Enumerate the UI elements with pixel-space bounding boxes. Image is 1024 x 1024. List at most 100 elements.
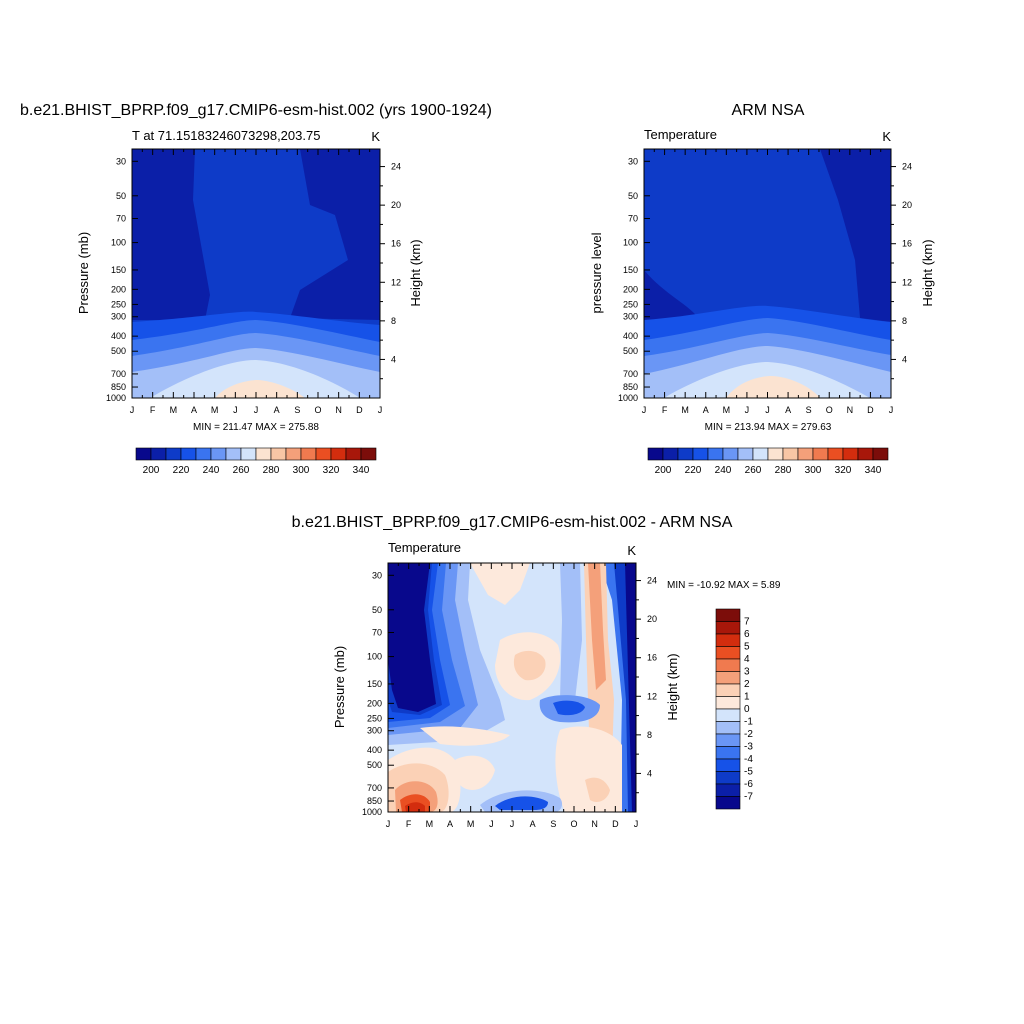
panel-obs-ylabel-right: Height (km)	[920, 239, 935, 306]
colorbar-label: -6	[744, 779, 753, 790]
y-tick-label: 850	[367, 796, 382, 806]
colorbar-label: 340	[865, 465, 882, 476]
panel-model-units: K	[371, 129, 380, 144]
y-right-tick-label: 8	[647, 730, 652, 740]
y-tick-label: 250	[111, 299, 126, 309]
colorbar-swatch	[707, 447, 724, 461]
x-tick-label: J	[489, 819, 494, 829]
colorbar-swatch	[715, 733, 741, 747]
y-tick-label: 300	[111, 312, 126, 322]
x-tick-label: M	[426, 819, 434, 829]
x-tick-label: M	[723, 405, 731, 415]
colorbar-swatch	[180, 447, 197, 461]
x-tick-label: J	[634, 819, 639, 829]
colorbar-swatch	[300, 447, 317, 461]
y-tick-label: 70	[372, 627, 382, 637]
x-tick-label: O	[570, 819, 577, 829]
panel-diff-stats: MIN = -10.92 MAX = 5.89	[667, 580, 781, 591]
colorbar-swatch	[715, 783, 741, 797]
y-tick-label: 70	[116, 213, 126, 223]
colorbar-label: -5	[744, 767, 753, 778]
colorbar-label: 300	[293, 465, 310, 476]
panel-obs-axes: J F M A M J J A S O N D J 30 50 70 100 150 200 250 300 400 500…	[618, 149, 912, 415]
y-right-tick-label: 8	[902, 316, 907, 326]
panel-obs-subtitle: Temperature	[644, 127, 717, 142]
colorbar-swatch	[150, 447, 167, 461]
panel-obs: ARM NSA Temperature K J F M A M J J A S O N D J 30 50 7…	[589, 102, 935, 476]
colorbar-swatch	[715, 658, 741, 672]
y-right-tick-label: 12	[647, 691, 657, 701]
colorbar-swatch	[737, 447, 754, 461]
x-tick-label: A	[447, 819, 453, 829]
panel-diff-ylabel-right: Height (km)	[665, 653, 680, 720]
colorbar-label: 320	[835, 465, 852, 476]
panel-model-colorbar: 200 220 240 260 280 300 320 340	[135, 447, 377, 476]
x-tick-label: F	[662, 405, 668, 415]
colorbar-swatch	[715, 721, 741, 735]
y-right-tick-label: 16	[647, 653, 657, 663]
x-tick-label: J	[745, 405, 750, 415]
colorbar-label: 0	[744, 704, 750, 715]
colorbar-label: 280	[775, 465, 792, 476]
colorbar-swatch	[715, 696, 741, 710]
colorbar-label: -2	[744, 729, 753, 740]
x-tick-label: J	[889, 405, 894, 415]
panel-obs-ylabel: pressure level	[589, 232, 604, 313]
y-tick-label: 150	[367, 679, 382, 689]
panel-model-ylabel: Pressure (mb)	[76, 232, 91, 314]
colorbar-swatch	[692, 447, 709, 461]
y-tick-label: 1000	[362, 807, 382, 817]
y-tick-label: 50	[372, 605, 382, 615]
panel-diff-title: b.e21.BHIST_BPRP.f09_g17.CMIP6-esm-hist.…	[292, 514, 733, 531]
colorbar-label: -7	[744, 792, 753, 803]
colorbar-swatch	[722, 447, 739, 461]
y-tick-label: 150	[623, 265, 638, 275]
colorbar-label: -3	[744, 742, 753, 753]
colorbar-label: 300	[805, 465, 822, 476]
panel-obs-stats: MIN = 213.94 MAX = 279.63	[705, 422, 832, 433]
x-tick-label: A	[274, 405, 280, 415]
y-right-tick-label: 12	[391, 277, 401, 287]
colorbar-label: 5	[744, 642, 750, 653]
y-tick-label: 70	[628, 213, 638, 223]
colorbar-label: 7	[744, 617, 750, 628]
colorbar-label: 6	[744, 629, 750, 640]
y-right-tick-label: 4	[647, 768, 652, 778]
y-tick-label: 500	[367, 760, 382, 770]
colorbar-swatch	[715, 646, 741, 660]
panel-obs-units: K	[882, 129, 891, 144]
colorbar-swatch	[165, 447, 182, 461]
colorbar-swatch	[752, 447, 769, 461]
y-tick-label: 200	[367, 698, 382, 708]
y-right-tick-label: 12	[902, 277, 912, 287]
panel-diff: b.e21.BHIST_BPRP.f09_g17.CMIP6-esm-hist.…	[292, 514, 781, 829]
colorbar-swatch	[715, 758, 741, 772]
x-tick-label: M	[170, 405, 178, 415]
y-right-tick-label: 16	[391, 239, 401, 249]
panel-model-ylabel-right: Height (km)	[408, 239, 423, 306]
colorbar-swatch	[827, 447, 844, 461]
y-tick-label: 50	[628, 191, 638, 201]
colorbar-swatch	[662, 447, 679, 461]
x-tick-label: J	[254, 405, 259, 415]
y-right-tick-label: 24	[647, 576, 657, 586]
colorbar-label: 320	[323, 465, 340, 476]
y-tick-label: 30	[372, 570, 382, 580]
colorbar-swatch	[270, 447, 287, 461]
colorbar-swatch	[330, 447, 347, 461]
x-tick-label: F	[150, 405, 156, 415]
x-tick-label: M	[681, 405, 689, 415]
x-tick-label: J	[130, 405, 135, 415]
colorbar-label: 200	[655, 465, 672, 476]
colorbar-swatch	[315, 447, 332, 461]
colorbar-label: 240	[203, 465, 220, 476]
x-tick-label: S	[294, 405, 300, 415]
colorbar-swatch	[715, 671, 741, 685]
y-tick-label: 100	[367, 652, 382, 662]
colorbar-swatch	[135, 447, 152, 461]
colorbar-swatch	[797, 447, 814, 461]
colorbar-swatch	[255, 447, 272, 461]
x-tick-label: M	[467, 819, 475, 829]
panel-obs-contours	[644, 149, 891, 398]
colorbar-swatch	[715, 746, 741, 760]
